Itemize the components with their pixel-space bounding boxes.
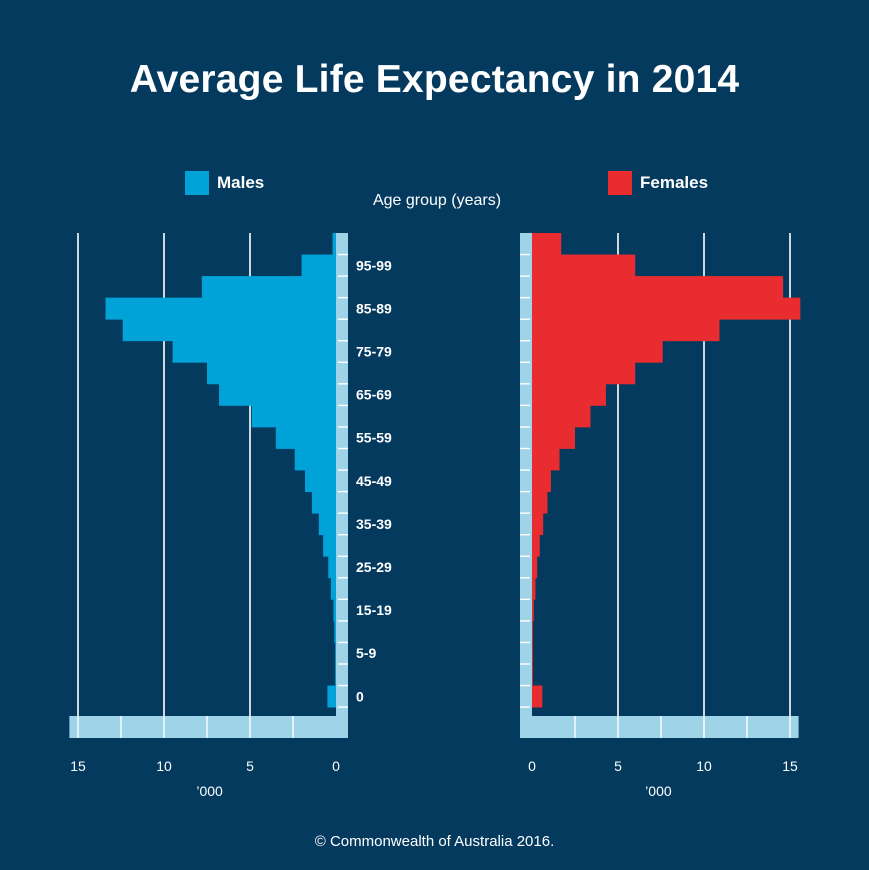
age-group-label: 15-19 bbox=[356, 602, 392, 618]
male-bar bbox=[330, 577, 336, 600]
female-bar bbox=[532, 426, 575, 449]
female-value-tick-label: 5 bbox=[614, 758, 622, 774]
male-value-axis-label: ’000 bbox=[196, 783, 223, 799]
female-bar bbox=[532, 448, 560, 471]
legend-females-label: Females bbox=[640, 173, 709, 192]
male-bar bbox=[335, 664, 336, 686]
male-bar bbox=[305, 470, 336, 492]
female-bar bbox=[532, 470, 551, 492]
age-group-label: 25-29 bbox=[356, 559, 392, 575]
age-group-label: 55-59 bbox=[356, 430, 392, 446]
female-bar bbox=[532, 405, 591, 428]
age-group-label: 5-9 bbox=[356, 645, 376, 661]
age-group-label: 95-99 bbox=[356, 257, 392, 273]
female-age-axis bbox=[520, 233, 532, 738]
chart-title: Average Life Expectancy in 2014 bbox=[129, 58, 740, 101]
female-bar bbox=[532, 664, 533, 686]
age-group-label: 0 bbox=[356, 688, 364, 704]
male-bar bbox=[332, 233, 336, 255]
female-bar bbox=[532, 513, 544, 536]
legend-females-swatch bbox=[608, 171, 632, 195]
legend-males-label: Males bbox=[217, 173, 265, 192]
female-value-tick-label: 10 bbox=[696, 758, 712, 774]
male-bar bbox=[335, 642, 336, 665]
female-value-axis-label: ’000 bbox=[645, 783, 672, 799]
female-bar bbox=[532, 556, 538, 579]
male-age-axis bbox=[336, 233, 348, 738]
male-value-axis bbox=[69, 716, 349, 738]
female-bar bbox=[532, 577, 536, 600]
male-bar bbox=[301, 254, 336, 277]
female-bar bbox=[532, 276, 784, 299]
male-bar bbox=[333, 599, 336, 622]
female-bar bbox=[532, 599, 534, 622]
male-bar bbox=[219, 383, 336, 406]
female-bar bbox=[532, 362, 636, 385]
female-bar bbox=[532, 620, 533, 643]
age-group-axis-label: Age group (years) bbox=[372, 192, 502, 209]
female-value-tick-label: 0 bbox=[528, 758, 536, 774]
female-bar bbox=[532, 685, 543, 708]
female-bar bbox=[532, 254, 636, 277]
female-bar bbox=[532, 491, 548, 514]
female-bar bbox=[532, 534, 540, 557]
male-bar bbox=[328, 556, 336, 579]
male-bar bbox=[172, 340, 336, 363]
male-value-tick-label: 0 bbox=[332, 758, 340, 774]
legend-females: Females bbox=[608, 171, 708, 195]
male-bar bbox=[251, 405, 336, 428]
male-bar bbox=[207, 362, 336, 385]
female-bar bbox=[532, 319, 720, 342]
female-bar bbox=[532, 340, 663, 363]
male-bar bbox=[323, 534, 336, 557]
legend-males: Males bbox=[185, 171, 264, 195]
male-bar bbox=[311, 491, 336, 514]
female-value-axis bbox=[520, 716, 799, 738]
legend-males-swatch bbox=[185, 171, 209, 195]
female-bar bbox=[532, 383, 606, 406]
male-bar bbox=[334, 620, 336, 643]
female-value-tick-label: 15 bbox=[782, 758, 798, 774]
male-bar bbox=[318, 513, 336, 536]
age-group-label: 45-49 bbox=[356, 473, 392, 489]
male-value-tick-label: 15 bbox=[70, 758, 86, 774]
female-bar bbox=[532, 297, 801, 320]
age-group-label: 35-39 bbox=[356, 516, 392, 532]
age-group-label: 75-79 bbox=[356, 344, 392, 360]
male-bar bbox=[122, 319, 336, 342]
female-bar bbox=[532, 233, 562, 255]
male-value-tick-label: 5 bbox=[246, 758, 254, 774]
male-value-tick-label: 10 bbox=[156, 758, 172, 774]
male-bar bbox=[327, 685, 336, 708]
copyright-credit: © Commonwealth of Australia 2016. bbox=[314, 833, 555, 850]
male-bar bbox=[294, 448, 336, 471]
female-bar bbox=[532, 642, 533, 665]
male-bar bbox=[105, 297, 337, 320]
male-bar bbox=[201, 276, 336, 299]
age-group-label: 65-69 bbox=[356, 387, 392, 403]
age-group-label: 85-89 bbox=[356, 300, 392, 316]
male-bar bbox=[275, 426, 336, 449]
